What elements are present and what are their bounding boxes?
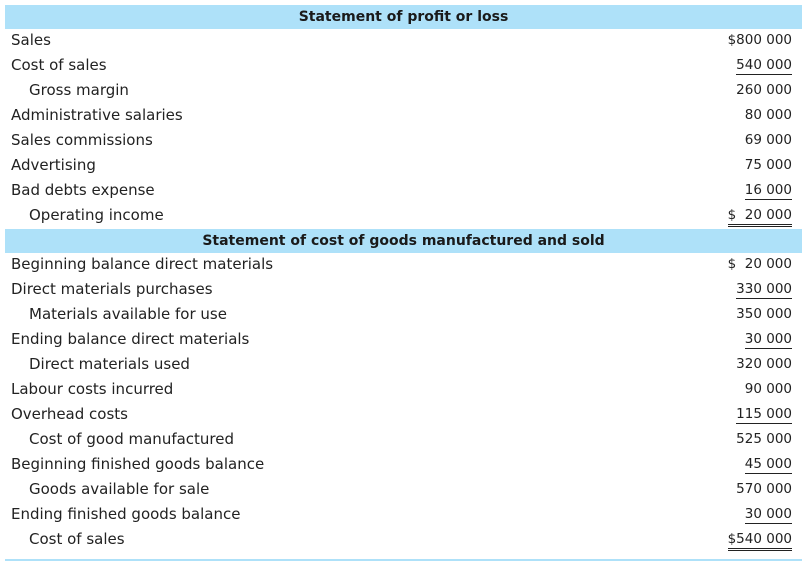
- line-item-amount: $540 000: [727, 531, 792, 551]
- line-item-label: Sales commissions: [11, 131, 153, 149]
- line-item-label: Cost of sales: [29, 530, 125, 548]
- line-item-label: Direct materials used: [29, 355, 190, 373]
- line-item-label: Goods available for sale: [29, 480, 210, 498]
- statement-row: Sales $800 000: [5, 29, 802, 54]
- line-item-label: Ending balance direct materials: [11, 330, 250, 348]
- line-item-amount: 350 000: [736, 306, 792, 322]
- line-item-label: Beginning finished goods balance: [11, 455, 265, 473]
- profit-loss-rows: Sales $800 000 Cost of sales 540 000 Gross m…: [5, 29, 802, 229]
- statement-row: Beginning balance direct materials $ 20 0…: [5, 253, 802, 278]
- line-item-amount: 115 000: [736, 406, 792, 424]
- line-item-label: Ending finished goods balance: [11, 505, 241, 523]
- statement-row: Bad debts expense 16 000: [5, 179, 802, 204]
- line-item-amount: 30 000: [744, 331, 792, 349]
- statement-row: Cost of sales 540 000: [5, 54, 802, 79]
- statement-row: Materials available for use 350 000: [5, 303, 802, 328]
- line-item-label: Gross margin: [29, 81, 129, 99]
- statement-row: Goods available for sale 570 000: [5, 478, 802, 503]
- line-item-label: Cost of sales: [11, 56, 107, 74]
- statement-row: Operating income $ 20 000: [5, 204, 802, 229]
- line-item-amount: 525 000: [736, 431, 792, 447]
- line-item-label: Beginning balance direct materials: [11, 255, 274, 273]
- statement-row: Ending finished goods balance 30 000: [5, 503, 802, 528]
- line-item-amount: 69 000: [744, 132, 792, 148]
- statement-row: Cost of good manufactured 525 000: [5, 428, 802, 453]
- cogs-title: Statement of cost of goods manufactured …: [5, 229, 802, 253]
- line-item-amount: 90 000: [744, 381, 792, 397]
- profit-loss-title: Statement of profit or loss: [5, 5, 802, 29]
- cogs-rows: Beginning balance direct materials $ 20 0…: [5, 253, 802, 553]
- line-item-amount: 570 000: [736, 481, 792, 497]
- statement-row: Cost of sales $540 000: [5, 528, 802, 553]
- line-item-amount: $ 20 000: [727, 207, 792, 227]
- line-item-amount: 45 000: [744, 456, 792, 474]
- line-item-amount: 16 000: [744, 182, 792, 200]
- statement-row: Direct materials purchases 330 000: [5, 278, 802, 303]
- line-item-label: Cost of good manufactured: [29, 430, 235, 448]
- statement-row: Ending balance direct materials 30 000: [5, 328, 802, 353]
- financial-statements: Statement of profit or loss Sales $800 00…: [5, 0, 802, 561]
- line-item-amount: 330 000: [736, 281, 792, 299]
- statement-row: Sales commissions 69 000: [5, 129, 802, 154]
- line-item-label: Labour costs incurred: [11, 380, 174, 398]
- line-item-label: Overhead costs: [11, 405, 128, 423]
- statement-row: Administrative salaries 80 000: [5, 104, 802, 129]
- statement-row: Advertising 75 000: [5, 154, 802, 179]
- line-item-amount: 80 000: [744, 107, 792, 123]
- line-item-label: Operating income: [29, 206, 164, 224]
- line-item-amount: 75 000: [744, 157, 792, 173]
- statement-row: Overhead costs 115 000: [5, 403, 802, 428]
- line-item-label: Sales: [11, 31, 51, 49]
- line-item-label: Direct materials purchases: [11, 280, 213, 298]
- statement-row: Beginning finished goods balance 45 000: [5, 453, 802, 478]
- line-item-amount: 30 000: [744, 506, 792, 524]
- statement-row: Labour costs incurred 90 000: [5, 378, 802, 403]
- statement-row: Gross margin 260 000: [5, 79, 802, 104]
- bottom-divider: [5, 559, 802, 561]
- line-item-label: Advertising: [11, 156, 96, 174]
- line-item-amount: 540 000: [736, 57, 792, 75]
- line-item-label: Materials available for use: [29, 305, 227, 323]
- line-item-label: Administrative salaries: [11, 106, 183, 124]
- line-item-amount: $ 20 000: [727, 256, 792, 272]
- statement-row: Direct materials used 320 000: [5, 353, 802, 378]
- line-item-amount: 320 000: [736, 356, 792, 372]
- line-item-label: Bad debts expense: [11, 181, 155, 199]
- line-item-amount: $800 000: [727, 32, 792, 48]
- line-item-amount: 260 000: [736, 82, 792, 98]
